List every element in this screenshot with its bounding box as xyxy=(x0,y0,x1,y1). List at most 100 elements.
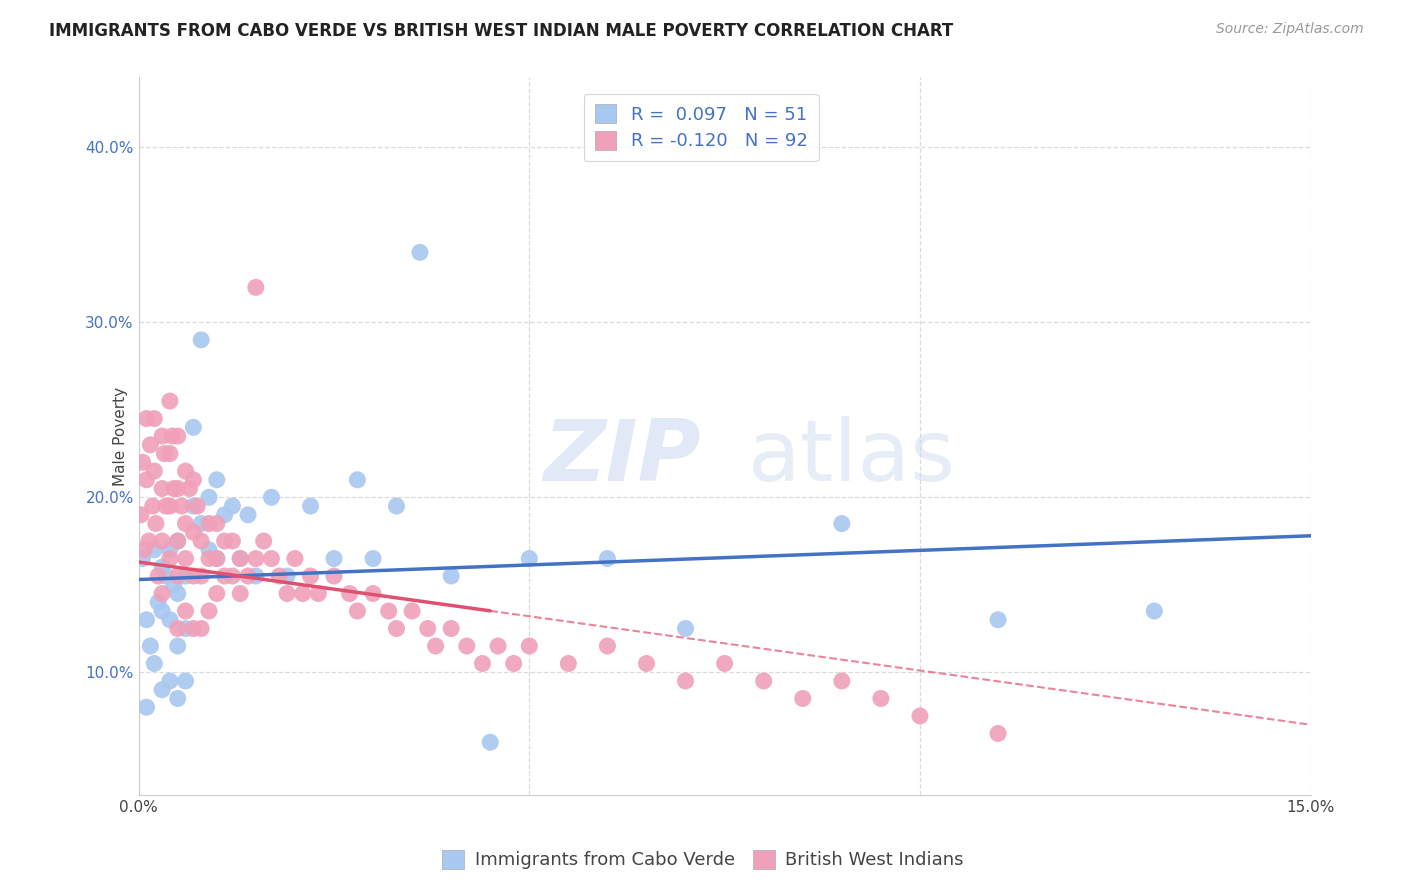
Point xyxy=(346,604,368,618)
Point xyxy=(138,534,160,549)
Point xyxy=(557,657,579,671)
Point xyxy=(792,691,814,706)
Point xyxy=(150,604,173,618)
Point xyxy=(636,657,658,671)
Point xyxy=(205,551,228,566)
Point xyxy=(129,508,152,522)
Point xyxy=(166,429,188,443)
Point xyxy=(471,657,494,671)
Point xyxy=(479,735,502,749)
Point xyxy=(269,569,291,583)
Point xyxy=(183,473,205,487)
Legend: Immigrants from Cabo Verde, British West Indians: Immigrants from Cabo Verde, British West… xyxy=(433,841,973,879)
Point xyxy=(517,639,540,653)
Point xyxy=(159,542,181,557)
Point xyxy=(159,446,181,460)
Point xyxy=(155,569,177,583)
Point xyxy=(221,569,243,583)
Point xyxy=(870,691,893,706)
Point xyxy=(260,491,283,505)
Point xyxy=(198,542,221,557)
Point xyxy=(346,473,368,487)
Point xyxy=(183,420,205,434)
Point xyxy=(276,586,298,600)
Point xyxy=(174,464,197,478)
Point xyxy=(361,551,384,566)
Point xyxy=(166,569,188,583)
Point xyxy=(425,639,447,653)
Point xyxy=(166,691,188,706)
Text: ZIP: ZIP xyxy=(544,416,702,500)
Point xyxy=(198,604,221,618)
Point xyxy=(245,280,267,294)
Point xyxy=(159,673,181,688)
Point xyxy=(205,473,228,487)
Point xyxy=(409,245,432,260)
Point xyxy=(148,569,170,583)
Point xyxy=(675,622,697,636)
Point xyxy=(131,551,153,566)
Point xyxy=(131,455,153,469)
Point xyxy=(486,639,509,653)
Point xyxy=(205,551,228,566)
Point xyxy=(198,516,221,531)
Point xyxy=(150,586,173,600)
Point xyxy=(150,560,173,574)
Point xyxy=(245,551,267,566)
Point xyxy=(299,499,322,513)
Point xyxy=(214,569,236,583)
Point xyxy=(174,551,197,566)
Point xyxy=(183,525,205,540)
Point xyxy=(190,516,212,531)
Y-axis label: Male Poverty: Male Poverty xyxy=(112,386,128,485)
Point xyxy=(831,673,853,688)
Point xyxy=(245,569,267,583)
Point xyxy=(150,682,173,697)
Point xyxy=(323,551,346,566)
Point xyxy=(166,482,188,496)
Text: atlas: atlas xyxy=(748,416,956,500)
Point xyxy=(221,499,243,513)
Point xyxy=(190,622,212,636)
Point xyxy=(163,482,186,496)
Point xyxy=(190,569,212,583)
Point xyxy=(183,569,205,583)
Point xyxy=(148,595,170,609)
Point xyxy=(299,569,322,583)
Point xyxy=(198,491,221,505)
Point xyxy=(1143,604,1166,618)
Point xyxy=(174,604,197,618)
Point xyxy=(159,551,181,566)
Point xyxy=(163,578,186,592)
Point xyxy=(142,499,165,513)
Point xyxy=(229,586,252,600)
Point xyxy=(385,622,408,636)
Point xyxy=(166,534,188,549)
Point xyxy=(987,613,1010,627)
Point xyxy=(987,726,1010,740)
Point xyxy=(150,482,173,496)
Point xyxy=(139,438,162,452)
Point xyxy=(183,622,205,636)
Point xyxy=(205,586,228,600)
Point xyxy=(155,499,177,513)
Point xyxy=(456,639,478,653)
Point xyxy=(675,673,697,688)
Point xyxy=(143,542,166,557)
Point xyxy=(260,551,283,566)
Point xyxy=(596,639,619,653)
Point xyxy=(221,534,243,549)
Point xyxy=(174,569,197,583)
Point xyxy=(145,516,167,531)
Point xyxy=(323,569,346,583)
Point xyxy=(162,429,184,443)
Point xyxy=(440,569,463,583)
Point xyxy=(190,534,212,549)
Point xyxy=(135,613,157,627)
Point xyxy=(174,516,197,531)
Point xyxy=(174,673,197,688)
Point xyxy=(752,673,775,688)
Point xyxy=(214,508,236,522)
Point xyxy=(377,604,399,618)
Point xyxy=(143,464,166,478)
